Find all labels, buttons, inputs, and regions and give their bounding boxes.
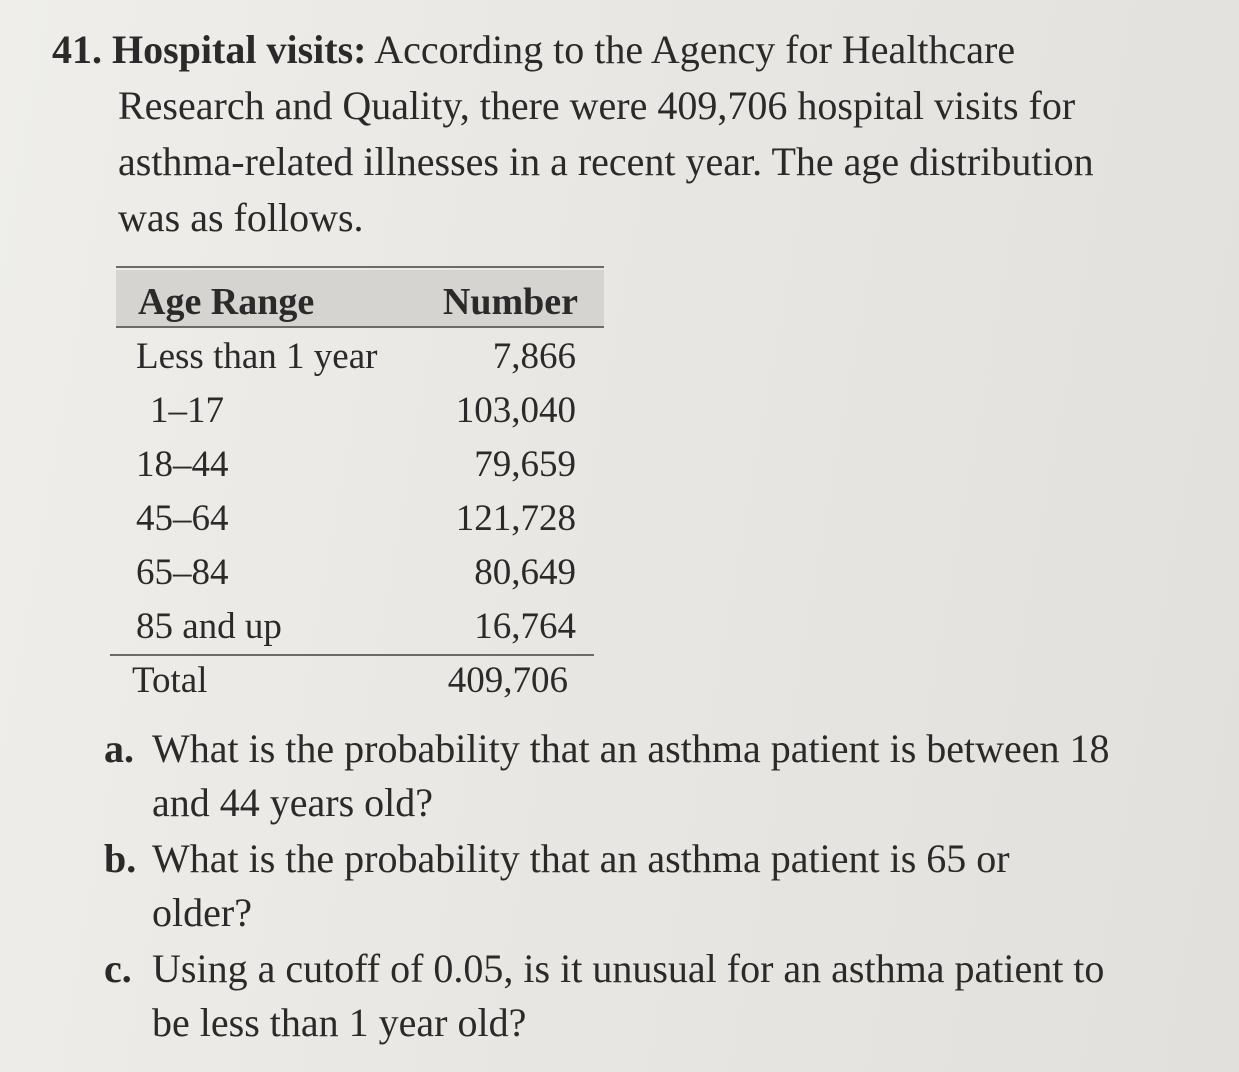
table-row: 1–17 103,040 [116, 388, 604, 442]
question-c-line-2: be less than 1 year old? [152, 1000, 527, 1045]
problem-text-line-4: was as follows. [118, 195, 364, 240]
table-row: Less than 1 year 7,866 [116, 334, 604, 388]
row-number: 79,659 [474, 444, 576, 485]
question-b-line-2: older? [152, 890, 252, 935]
table-top-rule [116, 266, 604, 268]
question-letter: c. [104, 946, 132, 991]
question-text: Using a cutoff of 0.05, is it unusual fo… [152, 946, 1105, 991]
question-a: a. What is the probability that an asthma… [104, 722, 1214, 830]
row-age-range: 45–64 [136, 498, 229, 539]
table-row: 85 and up 16,764 [116, 604, 604, 658]
question-text: What is the probability that an asthma p… [152, 726, 1110, 771]
header-number: Number [442, 281, 578, 323]
row-age-range: 18–44 [136, 444, 229, 485]
question-list: a. What is the probability that an asthma… [104, 722, 1214, 1050]
question-b-line-1: b. What is the probability that an asthma… [104, 832, 1214, 886]
table-body: Less than 1 year 7,866 1–17 103,040 18–4… [116, 334, 604, 658]
problem-text-line-3: asthma-related illnesses in a recent yea… [118, 139, 1094, 184]
question-b: b. What is the probability that an asthma… [104, 832, 1214, 940]
table-row: 65–84 80,649 [116, 550, 604, 604]
problem-text-line-2: Research and Quality, there were 409,706… [118, 83, 1076, 128]
row-number: 121,728 [455, 498, 576, 539]
question-letter: b. [104, 836, 137, 881]
row-number: 80,649 [474, 552, 576, 593]
problem-text-line-1: According to the Agency for Healthcare [374, 27, 1016, 72]
table-header: Age Range Number [116, 270, 604, 326]
row-number: 7,866 [492, 336, 576, 377]
question-a-line-1: a. What is the probability that an asthma… [104, 722, 1214, 776]
problem-title: Hospital visits: [112, 27, 367, 72]
question-c-line-1: c. Using a cutoff of 0.05, is it unusual … [104, 942, 1214, 996]
row-number: 103,040 [455, 390, 576, 431]
table-header-rule [116, 326, 604, 328]
header-age-range: Age Range [138, 281, 315, 323]
total-number: 409,706 [447, 660, 568, 701]
row-number: 16,764 [474, 606, 576, 647]
question-a-line-2: and 44 years old? [152, 780, 434, 825]
row-age-range: 1–17 [150, 390, 224, 431]
table-total-row: Total 409,706 [116, 658, 604, 706]
problem-statement: 41. Hospital visits: According to the Ag… [52, 22, 1202, 246]
row-age-range: 65–84 [136, 552, 229, 593]
question-letter: a. [104, 726, 134, 771]
problem-number: 41. [52, 27, 102, 72]
total-label: Total [132, 660, 208, 701]
row-age-range: Less than 1 year [136, 336, 378, 377]
table-row: 18–44 79,659 [116, 442, 604, 496]
table-row: 45–64 121,728 [116, 496, 604, 550]
question-text: What is the probability that an asthma p… [152, 836, 1010, 881]
table-total-rule [110, 654, 594, 656]
problem-first-line: 41. Hospital visits: According to the Ag… [52, 22, 1202, 78]
question-c: c. Using a cutoff of 0.05, is it unusual … [104, 942, 1214, 1050]
row-age-range: 85 and up [136, 606, 282, 647]
